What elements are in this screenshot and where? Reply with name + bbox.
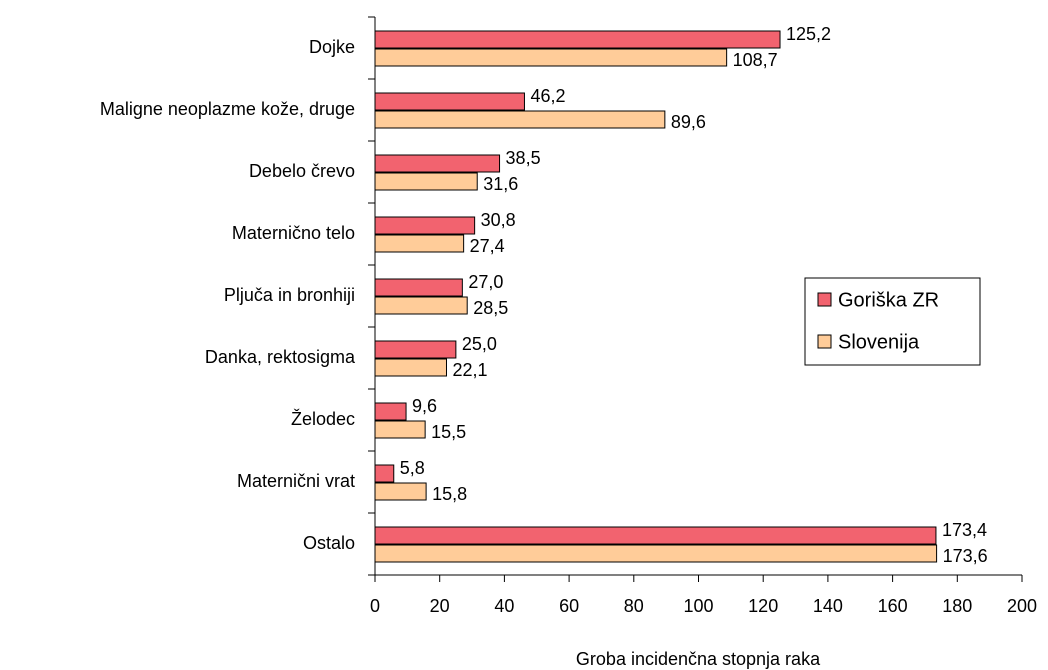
y-tick-label: Materničnі vrat <box>237 471 355 491</box>
y-tick-label: Maligne neoplazme kože, druge <box>100 99 355 119</box>
data-label: 15,8 <box>432 484 467 504</box>
bar <box>374 110 666 129</box>
x-tick-label: 100 <box>683 596 713 616</box>
bar <box>374 482 427 501</box>
legend-box <box>804 277 981 366</box>
bar <box>374 526 937 545</box>
x-tick-label: 40 <box>494 596 514 616</box>
y-tick-label: Pljuča in bronhiji <box>224 285 355 305</box>
x-tick-label: 20 <box>430 596 450 616</box>
bar <box>374 278 463 297</box>
x-tick-label: 0 <box>370 596 380 616</box>
data-label: 108,7 <box>733 50 778 70</box>
x-tick-label: 140 <box>813 596 843 616</box>
data-label: 38,5 <box>506 148 541 168</box>
data-label: 25,0 <box>462 334 497 354</box>
bar <box>374 48 728 67</box>
data-label: 9,6 <box>412 396 437 416</box>
data-label: 15,5 <box>431 422 466 442</box>
x-tick-label: 180 <box>942 596 972 616</box>
y-tick-label: Dojke <box>309 37 355 57</box>
bar <box>374 172 478 191</box>
bar <box>374 340 457 359</box>
y-tick-label: Maternično telo <box>232 223 355 243</box>
data-label: 27,0 <box>468 272 503 292</box>
bar <box>374 30 781 49</box>
x-tick-label: 200 <box>1007 596 1037 616</box>
legend-label: Goriška ZR <box>838 289 939 311</box>
x-axis-title: Groba incidenčna stopnja raka <box>576 649 821 669</box>
bar <box>374 402 407 421</box>
data-label: 46,2 <box>530 86 565 106</box>
bar <box>374 420 426 439</box>
x-tick-label: 120 <box>748 596 778 616</box>
data-label: 125,2 <box>786 24 831 44</box>
data-label: 30,8 <box>481 210 516 230</box>
data-label: 22,1 <box>452 360 487 380</box>
bar <box>374 296 468 315</box>
x-tick-label: 160 <box>878 596 908 616</box>
data-label: 173,4 <box>942 520 987 540</box>
data-label: 28,5 <box>473 298 508 318</box>
bar <box>374 464 395 483</box>
y-tick-label: Debelo črevo <box>249 161 355 181</box>
data-label: 27,4 <box>470 236 505 256</box>
bar <box>374 216 476 235</box>
bar <box>374 358 447 377</box>
legend-label: Slovenija <box>838 331 920 353</box>
legend-swatch <box>817 334 832 349</box>
y-tick-label: Želodec <box>291 409 355 429</box>
bar <box>374 154 501 173</box>
y-tick-label: Danka, rektosigma <box>205 347 356 367</box>
y-tick-label: Ostalo <box>303 533 355 553</box>
legend-swatch <box>817 292 832 307</box>
data-label: 89,6 <box>671 112 706 132</box>
bar <box>374 234 465 253</box>
data-label: 5,8 <box>400 458 425 478</box>
x-tick-label: 60 <box>559 596 579 616</box>
x-tick-label: 80 <box>624 596 644 616</box>
bar <box>374 92 525 111</box>
data-label: 173,6 <box>943 546 988 566</box>
data-label: 31,6 <box>483 174 518 194</box>
bar <box>374 544 938 563</box>
